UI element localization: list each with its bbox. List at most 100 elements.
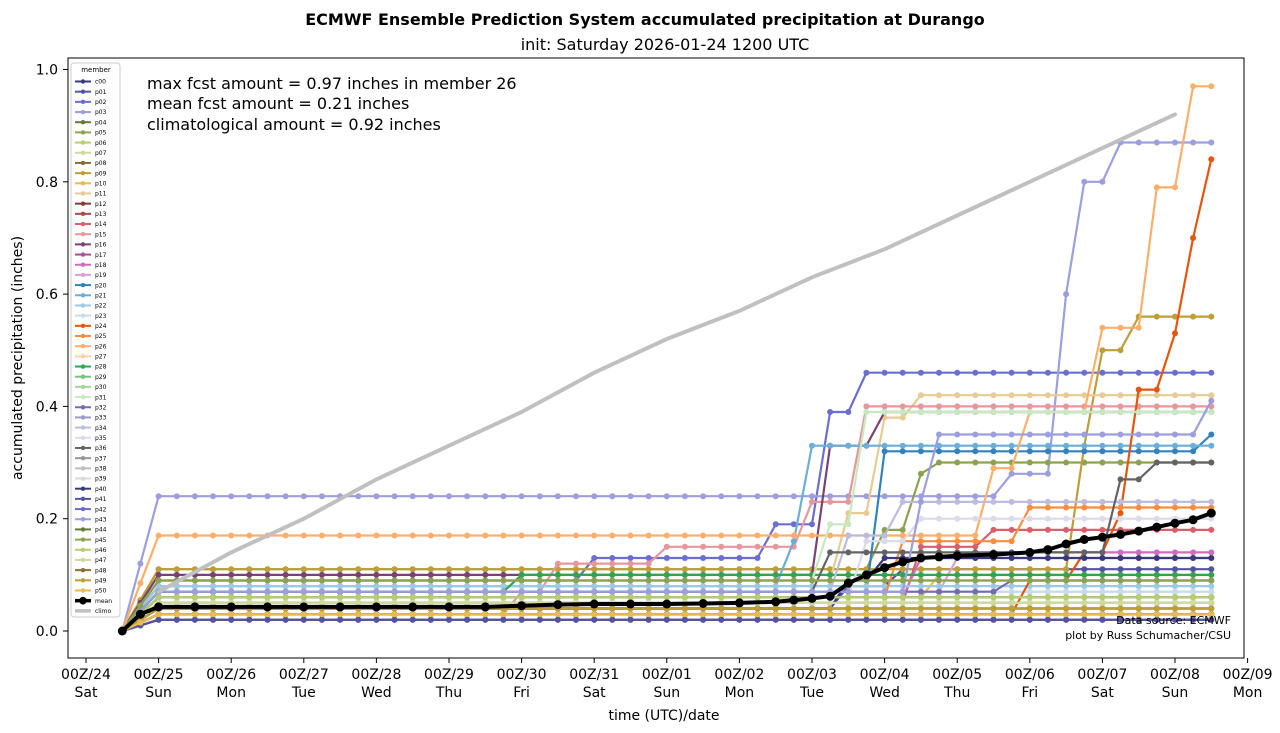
data-point xyxy=(300,577,307,584)
data-point xyxy=(609,493,616,500)
data-point xyxy=(500,616,507,623)
legend-item-p14: p14 xyxy=(75,221,107,228)
data-point xyxy=(446,571,452,578)
data-point xyxy=(427,577,434,584)
data-point xyxy=(1063,577,1070,584)
data-point xyxy=(1153,448,1160,455)
data-point xyxy=(899,493,906,500)
data-point xyxy=(536,532,543,539)
data-point xyxy=(1172,330,1178,337)
data-point xyxy=(155,594,162,601)
data-point xyxy=(573,532,579,539)
data-point xyxy=(772,566,779,573)
legend-marker xyxy=(80,282,86,288)
data-point xyxy=(1117,476,1124,483)
data-point xyxy=(246,577,253,584)
data-point xyxy=(1026,442,1033,449)
data-point xyxy=(446,566,452,573)
data-point xyxy=(1044,605,1051,612)
data-point xyxy=(427,599,434,606)
data-point xyxy=(318,599,325,606)
data-point xyxy=(1172,577,1178,584)
data-point xyxy=(917,594,924,601)
data-point xyxy=(1190,403,1197,410)
mean-point xyxy=(734,598,744,608)
data-point xyxy=(936,571,942,578)
data-point xyxy=(464,571,471,578)
data-point xyxy=(917,392,924,399)
data-point xyxy=(1117,459,1124,466)
data-point xyxy=(1099,594,1106,601)
data-point xyxy=(1044,566,1051,573)
data-point xyxy=(1081,577,1088,584)
data-point xyxy=(663,583,670,590)
x-tick-day: Mon xyxy=(216,685,246,701)
data-point xyxy=(1099,526,1106,533)
data-point xyxy=(464,588,471,595)
data-point xyxy=(718,555,725,561)
data-point xyxy=(1026,431,1033,438)
data-point xyxy=(446,616,452,623)
data-point xyxy=(954,571,961,578)
data-point xyxy=(191,493,198,500)
data-point xyxy=(1153,392,1160,399)
data-point xyxy=(972,583,979,590)
data-point xyxy=(1081,504,1088,511)
mean-point xyxy=(771,597,781,607)
data-point xyxy=(954,566,961,573)
data-point xyxy=(845,611,852,618)
data-point xyxy=(1081,369,1088,376)
data-point xyxy=(1044,459,1051,466)
data-point xyxy=(754,616,761,623)
data-point xyxy=(210,493,216,500)
data-point xyxy=(210,532,216,539)
data-point xyxy=(863,442,870,449)
mean-point xyxy=(789,595,799,605)
data-point xyxy=(409,532,416,539)
legend-label: p18 xyxy=(95,262,107,269)
data-point xyxy=(845,594,852,601)
data-point xyxy=(1153,431,1160,438)
data-point xyxy=(1026,616,1033,623)
data-point xyxy=(264,493,271,500)
data-point xyxy=(173,599,180,606)
legend-label: p10 xyxy=(95,181,107,188)
data-point xyxy=(790,538,797,545)
mean-point xyxy=(1188,515,1198,525)
data-point xyxy=(1099,549,1106,556)
data-point xyxy=(1153,403,1160,410)
data-point xyxy=(409,594,416,601)
legend-item-p45: p45 xyxy=(75,537,107,544)
data-point xyxy=(936,448,942,455)
legend-item-p27: p27 xyxy=(75,354,107,361)
data-point xyxy=(917,409,924,415)
data-point xyxy=(863,510,870,517)
data-point xyxy=(845,566,852,573)
data-point xyxy=(373,493,380,500)
data-point xyxy=(1008,538,1015,545)
mean-point xyxy=(807,593,817,603)
data-point xyxy=(1135,386,1142,393)
data-point xyxy=(155,583,162,590)
data-point xyxy=(972,605,979,612)
x-tick-label: 00Z/31 xyxy=(569,667,619,683)
data-point xyxy=(645,594,652,601)
data-point xyxy=(954,498,961,505)
data-point xyxy=(1117,583,1124,590)
legend-marker xyxy=(80,547,86,552)
legend-label: p24 xyxy=(95,323,107,330)
data-point xyxy=(373,577,380,584)
data-point xyxy=(373,594,380,601)
data-point xyxy=(700,611,707,618)
data-point xyxy=(700,583,707,590)
data-point xyxy=(790,532,797,539)
data-point xyxy=(1026,369,1033,376)
data-point xyxy=(899,611,906,618)
data-point xyxy=(663,555,670,561)
data-point xyxy=(645,532,652,539)
legend-item-p47: p47 xyxy=(75,557,107,564)
data-point xyxy=(191,594,198,601)
data-point xyxy=(681,594,688,601)
data-point xyxy=(917,588,924,595)
y-axis-label: accumulated precipitation (inches) xyxy=(10,236,26,480)
